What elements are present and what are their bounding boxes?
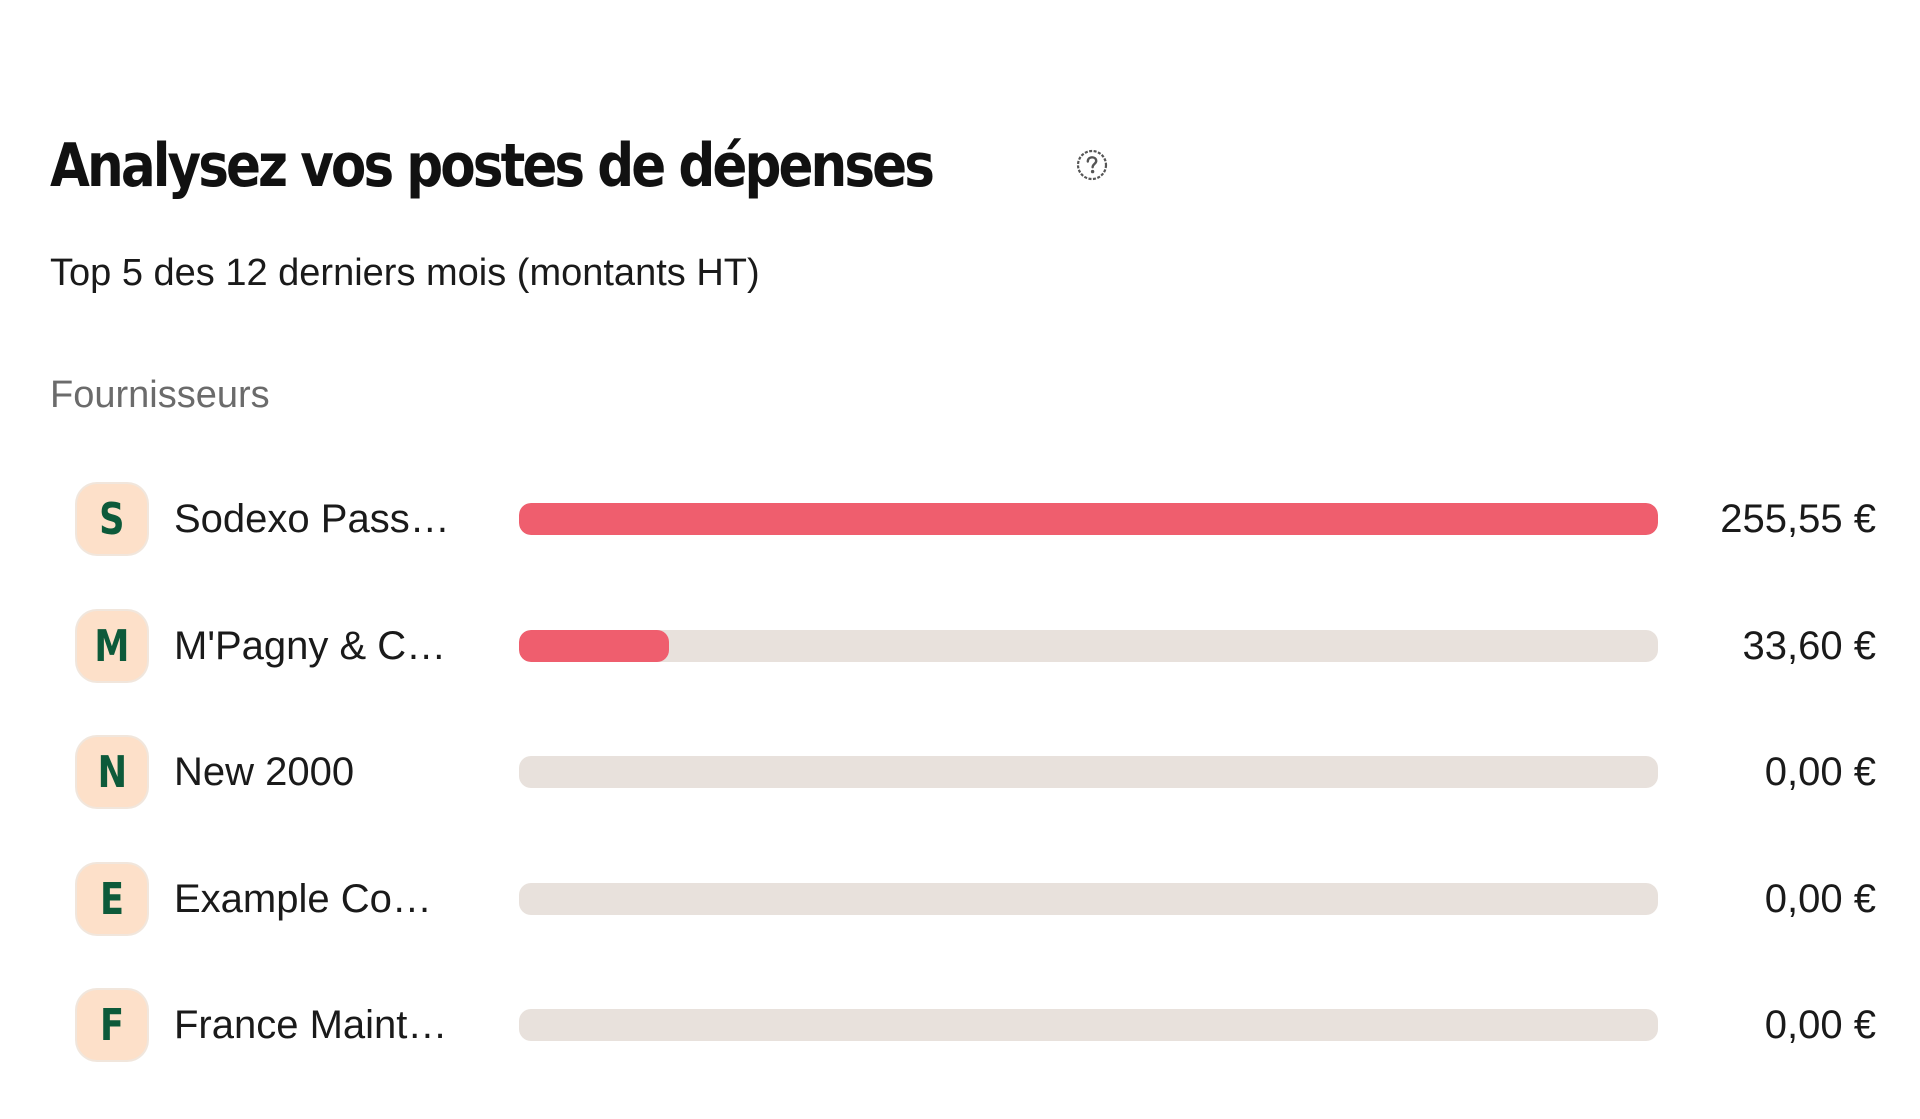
bar-track (519, 503, 1658, 535)
page-title: Analysez vos postes de dépenses (50, 131, 935, 201)
bar-track (519, 1009, 1658, 1041)
supplier-row[interactable]: E Example Co… 0,00 € (0, 859, 1920, 939)
avatar: N (77, 737, 147, 807)
avatar: M (77, 611, 147, 681)
avatar: E (77, 864, 147, 934)
bar-fill (519, 630, 669, 662)
supplier-name: New 2000 (174, 750, 355, 794)
supplier-name: M'Pagny & C… (174, 624, 447, 668)
supplier-name: Sodexo Pass… (174, 497, 450, 541)
supplier-amount: 0,00 € (1764, 750, 1876, 794)
bar-track (519, 883, 1658, 915)
section-label-suppliers: Fournisseurs (50, 374, 270, 416)
bar-track (519, 630, 1658, 662)
supplier-name: France Maint… (174, 1003, 448, 1047)
supplier-row[interactable]: S Sodexo Pass… 255,55 € (0, 479, 1920, 559)
avatar-initial: M (94, 620, 130, 672)
bar-track (519, 756, 1658, 788)
supplier-amount: 255,55 € (1720, 497, 1876, 541)
supplier-amount: 0,00 € (1764, 1003, 1876, 1047)
header: Analysez vos postes de dépenses (50, 124, 1076, 208)
avatar-initial: E (99, 873, 125, 925)
supplier-amount: 0,00 € (1764, 877, 1876, 921)
avatar-initial: F (99, 999, 125, 1051)
supplier-row[interactable]: F France Maint… 0,00 € (0, 985, 1920, 1065)
avatar-initial: S (99, 493, 125, 545)
avatar: S (77, 484, 147, 554)
supplier-name: Example Co… (174, 877, 432, 921)
bar-fill (519, 503, 1658, 535)
supplier-row[interactable]: N New 2000 0,00 € (0, 732, 1920, 812)
supplier-row[interactable]: M M'Pagny & C… 33,60 € (0, 606, 1920, 686)
supplier-amount: 33,60 € (1742, 624, 1876, 668)
avatar: F (77, 990, 147, 1060)
avatar-initial: N (97, 746, 127, 798)
chart-subtitle: Top 5 des 12 derniers mois (montants HT) (50, 252, 760, 294)
question-circle-icon[interactable] (1075, 148, 1109, 182)
